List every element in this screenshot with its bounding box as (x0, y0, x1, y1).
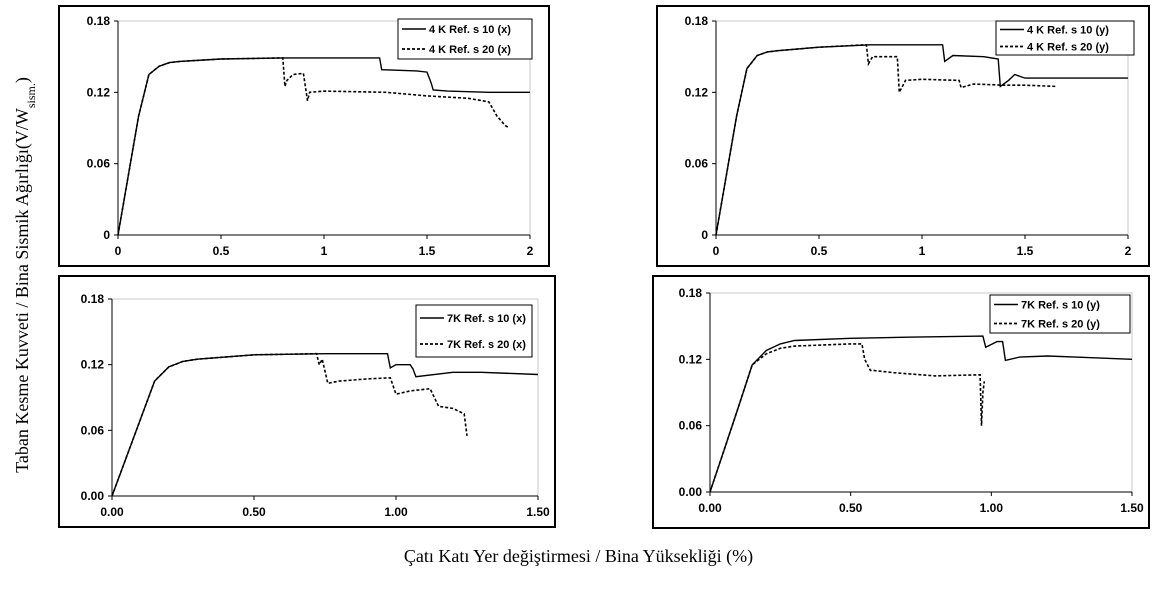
legend: 4 K Ref. s 10 (y) 4 K Ref. s 20 (y) (995, 20, 1135, 56)
series-line-1 (111, 352, 539, 497)
legend-label: 7K Ref. s 20 (x) (447, 339, 526, 351)
y-axis-title-close: ) (12, 77, 33, 83)
x-axis-title: Çatı Katı Yer değiştirmesi / Bina Yüksek… (403, 546, 754, 566)
x-tick-label: 0.00 (698, 501, 722, 515)
legend-label: 7K Ref. s 20 (y) (1021, 319, 1100, 331)
x-tick-label: 1.5 (1017, 244, 1034, 258)
y-axis-title-main: Taban Kesme Kuvveti / Bina Sismik Ağırlı… (12, 108, 33, 473)
legend-label: 4 K Ref. s 10 (x) (429, 24, 511, 36)
series-line-2 (117, 57, 510, 236)
legend-label: 4 K Ref. s 20 (y) (1027, 42, 1109, 54)
x-tick-label: 2 (527, 244, 534, 258)
y-tick-label: 0 (701, 228, 708, 242)
svg-text:Taban Kesme Kuvveti / Bina Sis: Taban Kesme Kuvveti / Bina Sismik Ağırlı… (12, 77, 38, 473)
x-tick-label: 0.5 (811, 244, 828, 258)
legend: 7K Ref. s 10 (y) 7K Ref. s 20 (y) (989, 294, 1131, 334)
series-line-2 (111, 352, 468, 497)
chart-svg: 0.00 0.06 0.12 0.18 0.00 0.50 1.00 1.50 7K Ref. … (81, 292, 550, 519)
chart-panel-top-right: 0 0.06 0.12 0.18 0 0.5 1 1.5 2 4 K Ref. s 10 (y) 4… (656, 5, 1150, 267)
legend: 7K Ref. s 10 (x) 7K Ref. s 20 (x) (415, 304, 533, 358)
x-tick-label: 2 (1125, 244, 1132, 258)
y-tick-label: 0.12 (679, 352, 703, 366)
x-tick-label: 1.5 (419, 244, 436, 258)
y-tick-label: 0.06 (87, 157, 111, 171)
y-tick-label: 0.18 (81, 292, 105, 306)
x-tick-label: 1.00 (980, 501, 1004, 515)
x-tick-label: 0 (115, 244, 122, 258)
x-tick-label: 1.50 (526, 505, 550, 519)
series-line-2 (715, 43, 1056, 236)
legend: 4 K Ref. s 10 (x) 4 K Ref. s 20 (x) (397, 18, 533, 60)
chart-svg: 0.00 0.06 0.12 0.18 0.00 0.50 1.00 1.50 7K Ref. … (679, 286, 1144, 515)
y-axis-title-sub: sism. (24, 83, 38, 108)
x-tick-label: 0.5 (213, 244, 230, 258)
legend-box (415, 304, 533, 358)
series-line-1 (117, 57, 530, 236)
series-line-1 (709, 335, 1133, 493)
x-tick-label: 0.50 (839, 501, 863, 515)
legend-label: 7K Ref. s 10 (x) (447, 313, 526, 325)
y-tick-label: 0.18 (679, 286, 703, 300)
y-tick-label: 0.06 (685, 157, 709, 171)
chart-panel-bottom-right: 0.00 0.06 0.12 0.18 0.00 0.50 1.00 1.50 7K Ref. … (652, 275, 1150, 529)
y-tick-label: 0.00 (81, 489, 105, 503)
y-tick-label: 0.12 (87, 85, 111, 99)
series-line-2 (709, 343, 986, 493)
chart-svg: 00.060.120.180 0.5 1 1.5 24 K Ref. s 10 (x)4… (87, 14, 534, 258)
legend-label: 7K Ref. s 10 (y) (1021, 300, 1100, 312)
legend-label: 4 K Ref. s 20 (x) (429, 44, 511, 56)
x-tick-label: 1.50 (1120, 501, 1144, 515)
y-tick-label: 0.12 (685, 85, 709, 99)
y-tick-label: 0.18 (685, 14, 709, 28)
y-tick-label: 0.12 (81, 358, 105, 372)
x-tick-label: 0.00 (100, 505, 124, 519)
y-tick-label: 0.18 (87, 14, 111, 28)
x-tick-label: 1 (321, 244, 328, 258)
series-line-1 (715, 44, 1128, 236)
legend-label: 4 K Ref. s 10 (y) (1027, 25, 1109, 37)
legend-box (397, 18, 533, 60)
legend-box (989, 294, 1131, 334)
x-tick-label: 0 (713, 244, 720, 258)
y-tick-label: 0.00 (679, 485, 703, 499)
chart-svg: 00.060.120.180 0.5 1 1.5 24 K Ref. s 10 (y)4… (685, 14, 1135, 258)
y-axis-title: Taban Kesme Kuvveti / Bina Sismik Ağırlı… (6, 10, 38, 530)
x-tick-label: 1 (919, 244, 926, 258)
chart-panel-top-left: 0 0.06 0.12 0.18 0 0.5 1 1.5 2 4 K Ref. s 10 (x) 4… (58, 5, 550, 267)
legend-box (995, 20, 1135, 56)
x-tick-label: 1.00 (384, 505, 408, 519)
chart-panel-bottom-left: 0.00 0.06 0.12 0.18 0.00 0.50 1.00 1.50 7K Ref. … (58, 275, 556, 528)
y-tick-label: 0.06 (81, 423, 105, 437)
x-tick-label: 0.50 (242, 505, 266, 519)
y-tick-label: 0.06 (679, 419, 703, 433)
y-tick-label: 0 (103, 228, 110, 242)
